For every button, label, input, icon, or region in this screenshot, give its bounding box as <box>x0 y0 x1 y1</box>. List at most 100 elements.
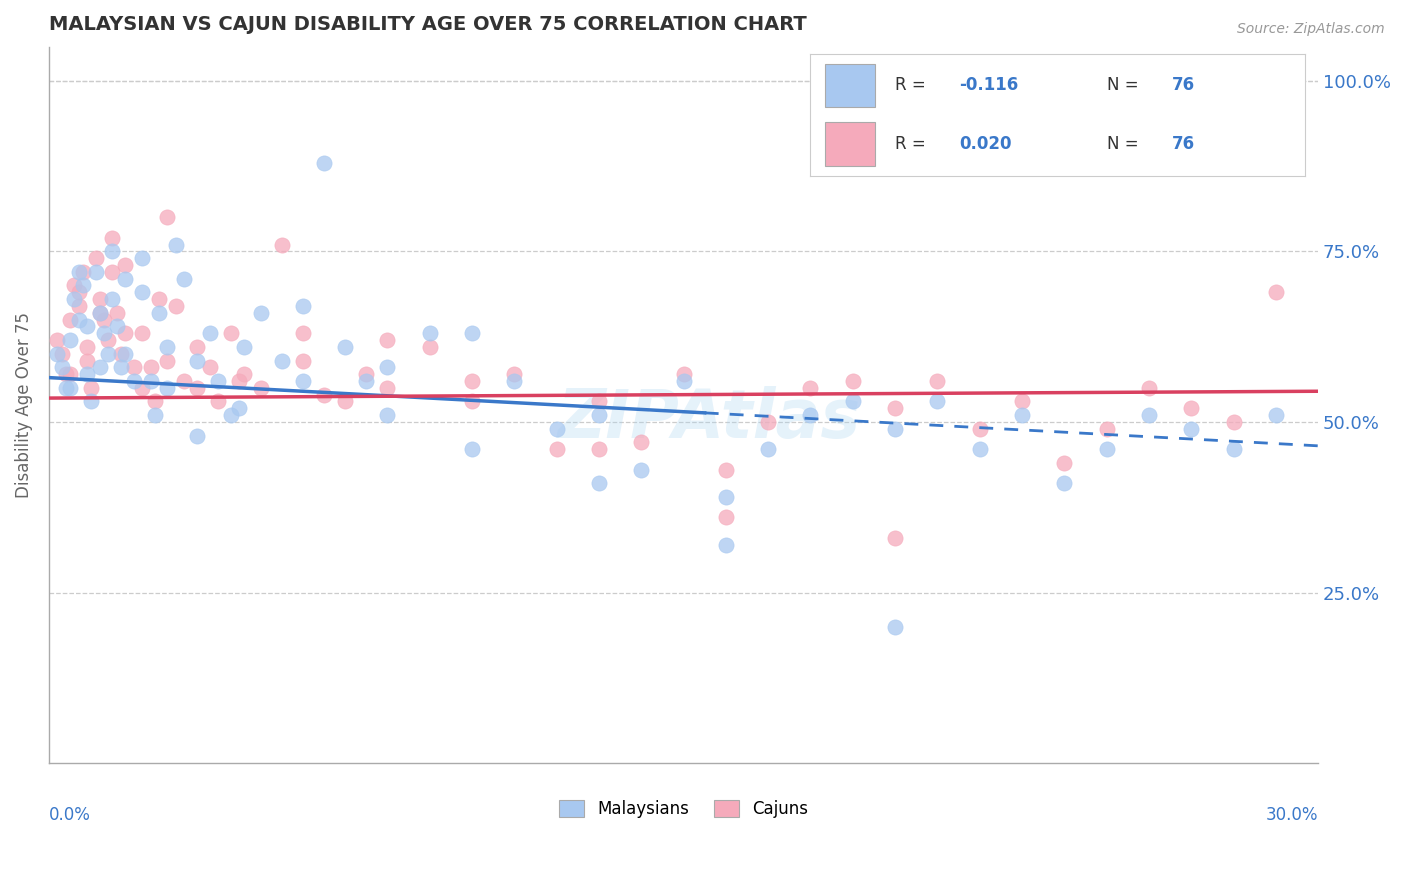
Point <box>67 265 90 279</box>
Point <box>546 442 568 457</box>
Point <box>198 326 221 341</box>
Point <box>122 360 145 375</box>
Point <box>377 360 399 375</box>
Point <box>714 490 737 504</box>
Point <box>97 347 120 361</box>
Point <box>1264 285 1286 300</box>
Point <box>131 285 153 300</box>
Point <box>356 367 378 381</box>
Point <box>101 231 124 245</box>
Point <box>927 374 949 388</box>
Point <box>76 367 98 381</box>
Point <box>219 408 242 422</box>
Y-axis label: Disability Age Over 75: Disability Age Over 75 <box>15 312 32 498</box>
Point <box>419 326 441 341</box>
Point <box>143 408 166 422</box>
Point <box>156 340 179 354</box>
Point <box>105 319 128 334</box>
Point <box>89 306 111 320</box>
Point <box>156 353 179 368</box>
Text: 0.0%: 0.0% <box>49 806 91 824</box>
Point <box>114 347 136 361</box>
Point <box>93 326 115 341</box>
Point <box>1222 442 1244 457</box>
Point <box>232 340 254 354</box>
Point <box>89 306 111 320</box>
Point <box>377 333 399 347</box>
Point <box>89 292 111 306</box>
Point <box>51 360 73 375</box>
Point <box>333 340 356 354</box>
Point <box>1137 408 1160 422</box>
Point <box>207 374 229 388</box>
Point <box>186 381 208 395</box>
Point <box>55 381 77 395</box>
Point <box>59 312 82 326</box>
Point <box>270 237 292 252</box>
Point <box>461 374 484 388</box>
Point <box>89 360 111 375</box>
Point <box>672 367 695 381</box>
Point <box>546 422 568 436</box>
Point <box>630 463 652 477</box>
Text: 30.0%: 30.0% <box>1265 806 1319 824</box>
Point <box>148 306 170 320</box>
Point <box>165 299 187 313</box>
Point <box>969 442 991 457</box>
Point <box>59 381 82 395</box>
Point <box>114 271 136 285</box>
Point <box>333 394 356 409</box>
Point <box>249 381 271 395</box>
Point <box>1264 408 1286 422</box>
Point <box>714 463 737 477</box>
Point <box>55 367 77 381</box>
Point <box>588 408 610 422</box>
Point <box>799 381 821 395</box>
Point <box>84 251 107 265</box>
Point <box>1180 422 1202 436</box>
Point <box>249 306 271 320</box>
Point <box>291 299 314 313</box>
Point <box>110 360 132 375</box>
Point <box>93 312 115 326</box>
Point <box>80 381 103 395</box>
Point <box>186 340 208 354</box>
Point <box>461 326 484 341</box>
Point <box>291 326 314 341</box>
Point <box>173 374 195 388</box>
Point <box>969 422 991 436</box>
Point <box>219 326 242 341</box>
Point <box>588 442 610 457</box>
Legend: Malaysians, Cajuns: Malaysians, Cajuns <box>551 791 817 827</box>
Point <box>76 340 98 354</box>
Point <box>114 258 136 272</box>
Point <box>101 265 124 279</box>
Point <box>186 353 208 368</box>
Text: Source: ZipAtlas.com: Source: ZipAtlas.com <box>1237 22 1385 37</box>
Point <box>1011 408 1033 422</box>
Point <box>756 415 779 429</box>
Point <box>63 292 86 306</box>
Point <box>672 374 695 388</box>
Point <box>842 394 865 409</box>
Point <box>312 155 335 169</box>
Point <box>84 265 107 279</box>
Point <box>63 278 86 293</box>
Point <box>131 326 153 341</box>
Point <box>356 374 378 388</box>
Point <box>1180 401 1202 416</box>
Point <box>131 251 153 265</box>
Point <box>927 394 949 409</box>
Point <box>198 360 221 375</box>
Point <box>232 367 254 381</box>
Point <box>1222 415 1244 429</box>
Point <box>270 353 292 368</box>
Point <box>46 333 69 347</box>
Point <box>72 265 94 279</box>
Point <box>884 531 907 545</box>
Point <box>76 353 98 368</box>
Point <box>148 292 170 306</box>
Point <box>1137 381 1160 395</box>
Point <box>80 394 103 409</box>
Point <box>312 387 335 401</box>
